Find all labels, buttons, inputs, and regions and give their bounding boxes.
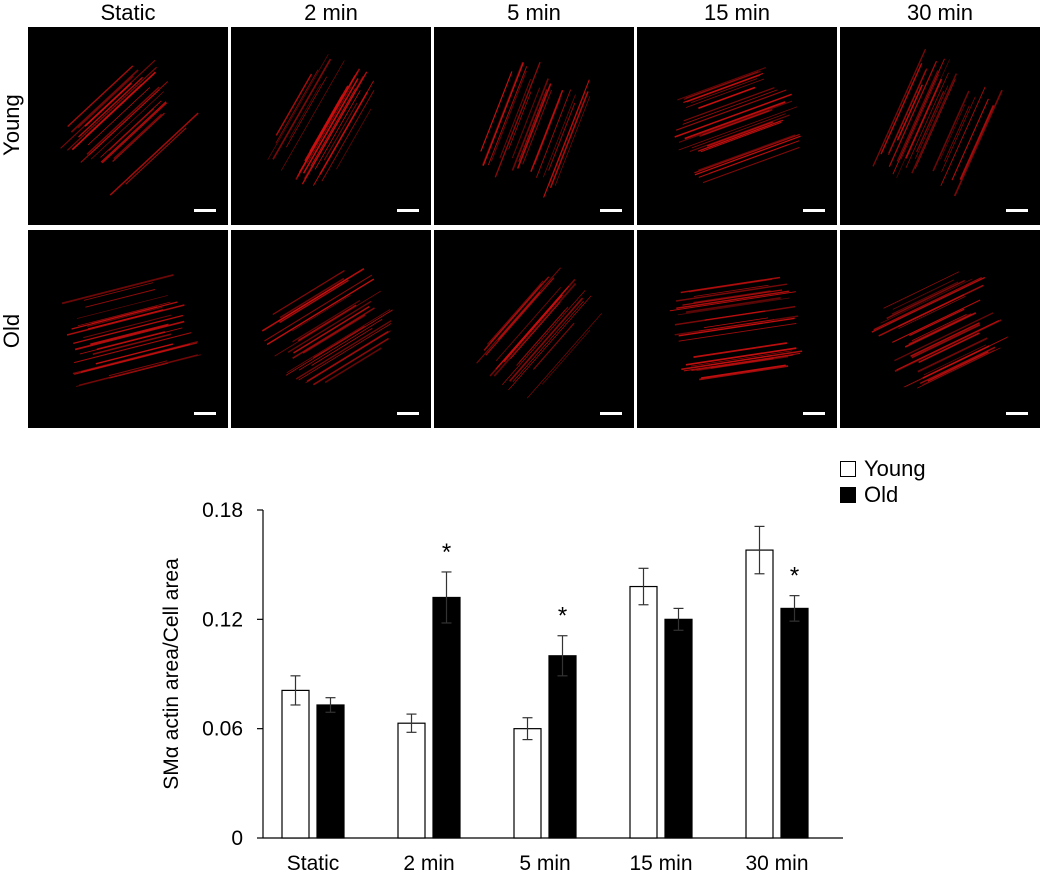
scale-bar [1006, 412, 1028, 415]
y-tick-label: 0.06 [202, 718, 243, 741]
micrograph-young-3 [637, 27, 837, 225]
bar-young-2 [513, 728, 542, 839]
bar-old-2 [548, 655, 577, 839]
bar-young-4 [745, 549, 774, 839]
scale-bar [1006, 209, 1028, 212]
bar-old-3 [664, 618, 693, 839]
y-tick-label: 0.12 [202, 608, 243, 631]
x-tick-label: 2 min [403, 852, 454, 875]
scale-bar [194, 412, 216, 415]
scale-bar [803, 209, 825, 212]
significance-marker: * [558, 603, 567, 630]
significance-marker: * [790, 563, 799, 590]
y-tick-label: 0.18 [202, 499, 243, 522]
column-label-15min: 15 min [703, 0, 771, 25]
micrograph-young-2 [434, 27, 634, 225]
micrograph-young-4 [840, 27, 1040, 225]
column-label-5min: 5 min [507, 0, 561, 25]
scale-bar [194, 209, 216, 212]
bar-young-0 [281, 689, 310, 839]
x-tick-label: Static [287, 852, 340, 875]
micrograph-old-3 [637, 230, 837, 428]
scale-bar [600, 209, 622, 212]
y-tick-label: 0 [231, 827, 243, 850]
scale-bar [803, 412, 825, 415]
bar-young-3 [629, 585, 658, 839]
x-tick-label: 30 min [745, 852, 808, 875]
legend-label-old: Old [864, 482, 899, 507]
scale-bar [397, 412, 419, 415]
scale-bar [397, 209, 419, 212]
column-label-2min: 2 min [304, 0, 358, 25]
column-label-static: Static [100, 0, 156, 25]
bar-old-4 [780, 607, 809, 839]
micrograph-young-0 [28, 27, 228, 225]
micrograph-old-0 [28, 230, 228, 428]
legend-old: Old [840, 482, 898, 508]
x-tick-label: 15 min [629, 852, 692, 875]
bar-old-0 [316, 704, 345, 839]
x-tick-label: 5 min [519, 852, 570, 875]
micrograph-old-4 [840, 230, 1040, 428]
legend-swatch-old [840, 487, 856, 503]
significance-marker: * [442, 539, 451, 566]
bar-old-1 [432, 596, 461, 839]
legend-swatch-young [840, 461, 856, 477]
micrograph-old-2 [434, 230, 634, 428]
bar-young-1 [397, 722, 426, 839]
legend-label-young: Young [864, 456, 926, 481]
micrograph-young-1 [231, 27, 431, 225]
y-axis-label: SMα actin area/Cell area [160, 558, 183, 790]
scale-bar [600, 412, 622, 415]
legend-young: Young [840, 456, 926, 482]
column-label-30min: 30 min [906, 0, 974, 25]
micrograph-old-1 [231, 230, 431, 428]
